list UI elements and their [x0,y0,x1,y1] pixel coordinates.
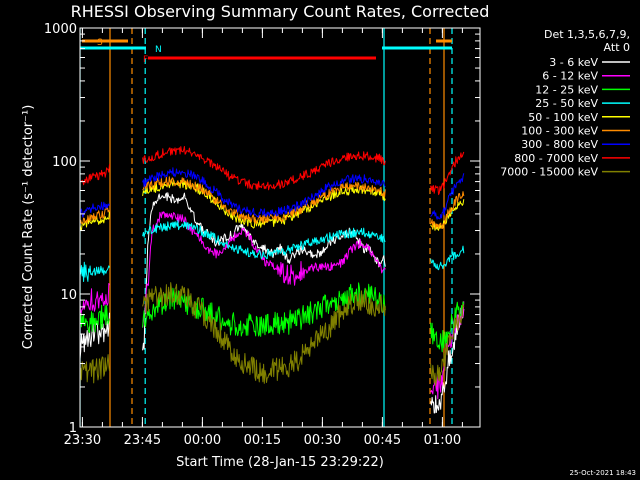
series-line [142,282,386,384]
series-line [142,219,386,260]
series-line [80,201,110,218]
legend-entry-label: 50 - 100 keV [528,111,598,124]
x-tick-label: 23:30 [64,433,101,448]
series-line [142,211,386,328]
x-tick-label: 00:45 [364,433,401,448]
x-tick-label: 01:00 [424,433,461,448]
series-line [142,282,386,337]
flag-n-label: N [155,45,162,55]
y-tick-label: 10 [60,288,77,303]
x-axis-ticks: 23:30 23:45 00:00 00:15 00:30 00:45 01:00 [64,28,463,448]
legend-entry-label: 800 - 7000 keV [514,152,598,165]
series-line [80,354,110,386]
series-line [80,205,110,225]
chart-title: RHESSI Observing Summary Count Rates, Co… [71,2,490,21]
series-line [430,151,465,196]
y-axis-label: Corrected Count Rate (s⁻¹ detector⁻¹) [21,105,36,350]
series-line [142,167,386,218]
legend-header-detectors: Det 1,3,5,6,7,9, [544,28,630,41]
x-tick-label: 00:15 [244,433,281,448]
x-tick-label: 00:30 [304,433,341,448]
series-line [142,176,386,224]
y-axis-ticks: 1 10 100 1000 [44,22,480,436]
x-tick-label: 00:00 [184,433,221,448]
series-line [80,164,110,186]
series-line [430,304,465,387]
y-tick-label: 1000 [44,22,77,37]
series-line [80,283,110,319]
y-tick-label: 100 [52,155,77,170]
plot-frame [79,27,481,428]
series-line [430,191,465,229]
legend-entry-label: 7000 - 15000 keV [500,166,598,179]
plot-area: S NF [79,27,481,428]
series-line [80,304,110,334]
legend-entry-label: 300 - 800 keV [521,138,598,151]
flag-s-label: S [97,38,103,48]
legend-entry-label: 6 - 12 keV [542,70,598,83]
legend-entry-label: 100 - 300 keV [521,125,598,138]
x-axis-label: Start Time (28-Jan-15 23:29:22) [176,455,384,470]
legend-header-attenuator: Att 0 [604,41,630,54]
generation-timestamp: 25-Oct-2021 18:43 [570,469,636,477]
series-line [80,261,110,282]
series-line [142,146,386,191]
attenuator-flags: S NF [80,38,452,65]
legend-entry-label: 12 - 25 keV [535,83,598,96]
series-layer [80,146,465,414]
series-line [430,245,465,271]
mode-boundary-lines [80,28,453,427]
legend-entry-label: 25 - 50 keV [535,97,598,110]
x-tick-label: 23:45 [124,433,161,448]
flag-f-label: F [143,55,148,65]
y-tick-label: 1 [69,421,77,436]
series-line [430,173,465,220]
legend-entry-label: 3 - 6 keV [549,56,598,69]
